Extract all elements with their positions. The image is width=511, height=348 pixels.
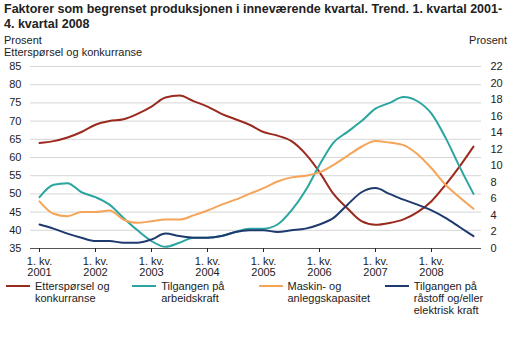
html-text:Faktorer som begrenset produks: Faktorer som begrenset produksjonen i in…: [4, 2, 503, 31]
svg-text:22: 22: [491, 60, 503, 72]
svg-text:75: 75: [9, 96, 21, 108]
svg-text:85: 85: [9, 60, 21, 72]
svg-text:1. kv.2007: 1. kv.2007: [363, 255, 388, 278]
svg-text:40: 40: [9, 224, 21, 236]
html-text:Tilgangen på råstoff og/eller: Tilgangen på råstoff og/eller elektrisk …: [413, 280, 484, 316]
html-text:Prosent Etterspørsel og konkur: Prosent Etterspørsel og konkurranse: [4, 34, 143, 58]
svg-text:1. kv.2002: 1. kv.2002: [83, 255, 108, 278]
svg-text:45: 45: [9, 206, 21, 218]
svg-text:0: 0: [491, 242, 497, 254]
svg-text:50: 50: [9, 187, 21, 199]
svg-text:60: 60: [9, 151, 21, 163]
svg-text:55: 55: [9, 169, 21, 181]
svg-text:1. kv.2003: 1. kv.2003: [139, 255, 164, 278]
svg-text:1. kv.2006: 1. kv.2006: [307, 255, 332, 278]
svg-text:70: 70: [9, 115, 21, 127]
svg-text:1. kv.2001: 1. kv.2001: [27, 255, 52, 278]
html-text:Maskin- og anleggskapasitet: Maskin- og anleggskapasitet: [287, 280, 371, 304]
svg-text:80: 80: [9, 78, 21, 90]
html-text:Prosent: Prosent: [469, 34, 507, 46]
svg-text:6: 6: [491, 192, 497, 204]
svg-text:1. kv.2008: 1. kv.2008: [419, 255, 444, 278]
svg-text:14: 14: [491, 126, 503, 138]
svg-text:2: 2: [491, 225, 497, 237]
svg-text:16: 16: [491, 110, 503, 122]
svg-text:1. kv.2004: 1. kv.2004: [195, 255, 220, 278]
svg-text:65: 65: [9, 133, 21, 145]
html-text:Etterspørsel og konkurranse: Etterspørsel og konkurranse: [35, 280, 110, 304]
svg-text:4: 4: [491, 209, 497, 221]
svg-text:12: 12: [491, 143, 503, 155]
svg-text:18: 18: [491, 93, 503, 105]
svg-text:35: 35: [9, 242, 21, 254]
svg-text:1. kv.2005: 1. kv.2005: [251, 255, 276, 278]
svg-text:10: 10: [491, 159, 503, 171]
html-text:Tilgangen på arbeidskraft: Tilgangen på arbeidskraft: [161, 280, 225, 304]
svg-text:8: 8: [491, 176, 497, 188]
svg-text:20: 20: [491, 77, 503, 89]
